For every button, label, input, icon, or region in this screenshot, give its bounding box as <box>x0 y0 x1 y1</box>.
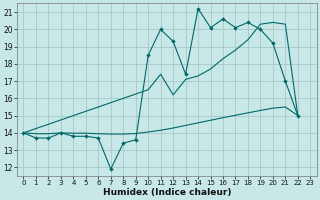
X-axis label: Humidex (Indice chaleur): Humidex (Indice chaleur) <box>103 188 231 197</box>
